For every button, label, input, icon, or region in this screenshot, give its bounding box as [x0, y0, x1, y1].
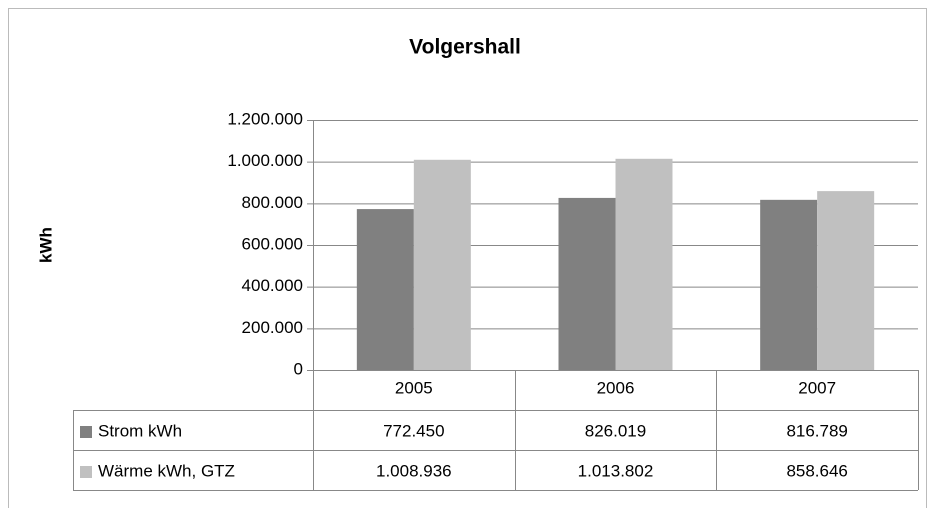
table-value: 826.019 [585, 421, 646, 440]
legend-label: Wärme kWh, GTZ [98, 461, 235, 480]
y-tick-label: 1.200.000 [227, 109, 303, 128]
y-tick-label: 0 [294, 359, 303, 378]
bar [413, 159, 471, 370]
bar [558, 197, 616, 370]
bar [615, 158, 673, 370]
legend-swatch [80, 466, 92, 478]
x-tick-label: 2007 [798, 378, 836, 397]
legend-label: Strom kWh [98, 421, 182, 440]
y-axis-label: kWh [36, 227, 55, 263]
chart-title: Volgershall [409, 36, 521, 59]
bar [817, 191, 875, 370]
x-tick-label: 2005 [395, 378, 433, 397]
bar [760, 199, 818, 370]
table-value: 816.789 [786, 421, 847, 440]
y-tick-label: 600.000 [242, 234, 303, 253]
bar [356, 209, 414, 370]
x-tick-label: 2006 [597, 378, 635, 397]
y-tick-label: 800.000 [242, 193, 303, 212]
table-value: 1.013.802 [578, 461, 654, 480]
table-value: 772.450 [383, 421, 444, 440]
table-value: 1.008.936 [376, 461, 452, 480]
y-tick-label: 1.000.000 [227, 151, 303, 170]
table-value: 858.646 [786, 461, 847, 480]
legend-swatch [80, 426, 92, 438]
y-tick-label: 200.000 [242, 318, 303, 337]
y-tick-label: 400.000 [242, 276, 303, 295]
